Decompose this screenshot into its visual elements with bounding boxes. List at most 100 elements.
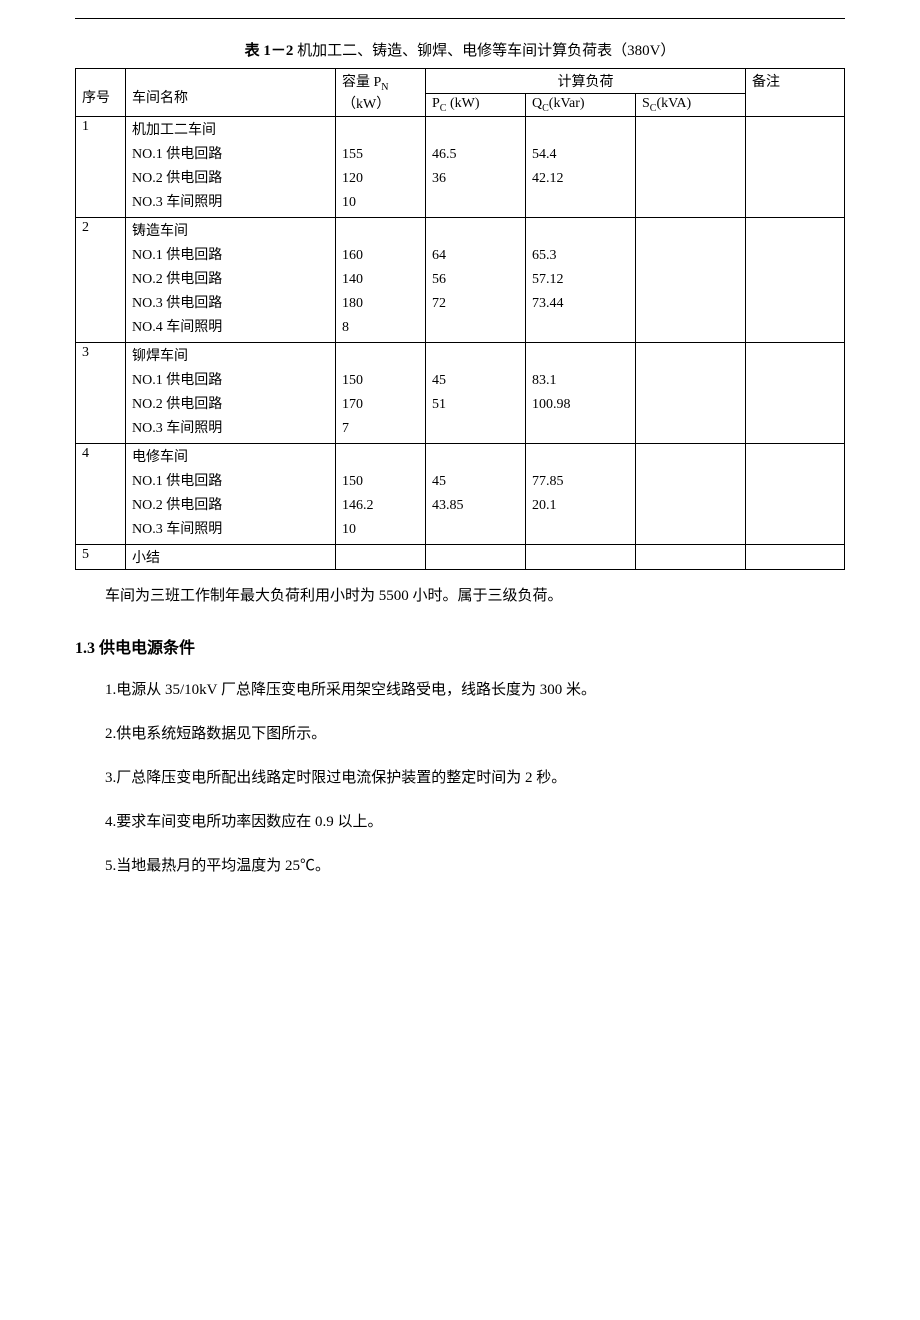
qc-value: 57.12 bbox=[532, 268, 629, 292]
pc-value: 43.85 bbox=[432, 494, 519, 518]
circuit-name: NO.1 供电回路 bbox=[132, 369, 329, 393]
qc-value: 54.4 bbox=[532, 143, 629, 167]
section-heading: 1.3 供电电源条件 bbox=[75, 634, 845, 658]
circuit-name: NO.3 车间照明 bbox=[132, 191, 329, 215]
cell-pn: 155 120 10 bbox=[336, 116, 426, 217]
pn-value: 150 bbox=[342, 470, 419, 494]
circuit-name: NO.1 供电回路 bbox=[132, 470, 329, 494]
pn-value: 8 bbox=[342, 316, 419, 340]
caption-prefix: 表 1－2 bbox=[245, 43, 294, 59]
th-seq-label: 序号 bbox=[82, 91, 110, 106]
pc-value: 36 bbox=[432, 167, 519, 191]
pn-value: 7 bbox=[342, 417, 419, 441]
cell-pc: 64 56 72 bbox=[426, 217, 526, 342]
cell-seq: 5 bbox=[76, 544, 126, 569]
caption-text: 机加工二、铸造、铆焊、电修等车间计算负荷表（380V） bbox=[293, 43, 675, 59]
load-table: 序号 车间名称 容量 PN （kW） 计算负荷 备注 PC (kW) QC(kV… bbox=[75, 68, 845, 570]
pc-value: 51 bbox=[432, 393, 519, 417]
cell-note bbox=[746, 217, 845, 342]
pn-value: 180 bbox=[342, 292, 419, 316]
cell-name: 铸造车间 NO.1 供电回路 NO.2 供电回路 NO.3 供电回路 NO.4 … bbox=[126, 217, 336, 342]
pn-value: 170 bbox=[342, 393, 419, 417]
table-row: 1 机加工二车间 NO.1 供电回路 NO.2 供电回路 NO.3 车间照明 1… bbox=[76, 116, 845, 217]
qc-value: 83.1 bbox=[532, 369, 629, 393]
qc-value: 20.1 bbox=[532, 494, 629, 518]
pc-value: 72 bbox=[432, 292, 519, 316]
th-note: 备注 bbox=[746, 69, 845, 117]
cell-pn: 150 170 7 bbox=[336, 342, 426, 443]
pn-value: 160 bbox=[342, 244, 419, 268]
th-pn-line1: 容量 P bbox=[342, 75, 381, 90]
table-row: 3 铆焊车间 NO.1 供电回路 NO.2 供电回路 NO.3 车间照明 150… bbox=[76, 342, 845, 443]
pn-value: 146.2 bbox=[342, 494, 419, 518]
page-content: 表 1－2 机加工二、铸造、铆焊、电修等车间计算负荷表（380V） 序号 车间名… bbox=[75, 39, 845, 878]
circuit-name: NO.4 车间照明 bbox=[132, 316, 329, 340]
list-item: 1.电源从 35/10kV 厂总降压变电所采用架空线路受电，线路长度为 300 … bbox=[105, 678, 845, 702]
th-pn-line2: （kW） bbox=[342, 97, 390, 112]
cell-name: 小结 bbox=[126, 544, 336, 569]
cell-qc: 54.4 42.12 bbox=[526, 116, 636, 217]
cell-qc bbox=[526, 544, 636, 569]
pn-value: 120 bbox=[342, 167, 419, 191]
cell-pn: 160 140 180 8 bbox=[336, 217, 426, 342]
qc-value: 100.98 bbox=[532, 393, 629, 417]
cell-note bbox=[746, 116, 845, 217]
pc-value: 64 bbox=[432, 244, 519, 268]
cell-qc: 77.85 20.1 bbox=[526, 443, 636, 544]
list-item: 3.厂总降压变电所配出线路定时限过电流保护装置的整定时间为 2 秒。 bbox=[105, 766, 845, 790]
circuit-name: NO.2 供电回路 bbox=[132, 393, 329, 417]
cell-name: 机加工二车间 NO.1 供电回路 NO.2 供电回路 NO.3 车间照明 bbox=[126, 116, 336, 217]
table-caption: 表 1－2 机加工二、铸造、铆焊、电修等车间计算负荷表（380V） bbox=[75, 39, 845, 60]
circuit-name: NO.3 供电回路 bbox=[132, 292, 329, 316]
cell-seq: 1 bbox=[76, 116, 126, 217]
cell-pc: 46.5 36 bbox=[426, 116, 526, 217]
cell-sc bbox=[636, 342, 746, 443]
circuit-name: NO.1 供电回路 bbox=[132, 143, 329, 167]
cell-name: 电修车间 NO.1 供电回路 NO.2 供电回路 NO.3 车间照明 bbox=[126, 443, 336, 544]
circuit-name: NO.2 供电回路 bbox=[132, 268, 329, 292]
circuit-name: NO.3 车间照明 bbox=[132, 417, 329, 441]
cell-note bbox=[746, 342, 845, 443]
circuit-name: NO.2 供电回路 bbox=[132, 167, 329, 191]
cell-sc bbox=[636, 544, 746, 569]
table-row: 4 电修车间 NO.1 供电回路 NO.2 供电回路 NO.3 车间照明 150… bbox=[76, 443, 845, 544]
circuit-name: NO.2 供电回路 bbox=[132, 494, 329, 518]
th-seq: 序号 bbox=[76, 69, 126, 117]
table-row: 5 小结 bbox=[76, 544, 845, 569]
cell-seq: 3 bbox=[76, 342, 126, 443]
pn-value: 155 bbox=[342, 143, 419, 167]
th-calc-load: 计算负荷 bbox=[426, 69, 746, 94]
th-pc: PC (kW) bbox=[426, 94, 526, 117]
circuit-name: NO.3 车间照明 bbox=[132, 518, 329, 542]
th-name: 车间名称 bbox=[126, 69, 336, 117]
cell-pn bbox=[336, 544, 426, 569]
cell-qc: 65.3 57.12 73.44 bbox=[526, 217, 636, 342]
cell-seq: 4 bbox=[76, 443, 126, 544]
cell-note bbox=[746, 443, 845, 544]
pn-value: 140 bbox=[342, 268, 419, 292]
pc-value: 56 bbox=[432, 268, 519, 292]
page-top-rule bbox=[75, 18, 845, 19]
pn-value: 10 bbox=[342, 518, 419, 542]
pn-value: 10 bbox=[342, 191, 419, 215]
after-table-note: 车间为三班工作制年最大负荷利用小时为 5500 小时。属于三级负荷。 bbox=[105, 584, 845, 608]
list-item: 5.当地最热月的平均温度为 25℃。 bbox=[105, 854, 845, 878]
cell-qc: 83.1 100.98 bbox=[526, 342, 636, 443]
cell-note bbox=[746, 544, 845, 569]
th-pn-sub: N bbox=[381, 82, 388, 93]
cell-seq: 2 bbox=[76, 217, 126, 342]
th-name-label: 车间名称 bbox=[132, 91, 188, 106]
group-title: 铆焊车间 bbox=[132, 345, 329, 369]
cell-sc bbox=[636, 217, 746, 342]
th-sc: SC(kVA) bbox=[636, 94, 746, 117]
cell-pc: 45 43.85 bbox=[426, 443, 526, 544]
qc-value: 73.44 bbox=[532, 292, 629, 316]
group-title: 铸造车间 bbox=[132, 220, 329, 244]
group-title: 电修车间 bbox=[132, 446, 329, 470]
header-row-1: 序号 车间名称 容量 PN （kW） 计算负荷 备注 bbox=[76, 69, 845, 94]
qc-value: 42.12 bbox=[532, 167, 629, 191]
th-qc: QC(kVar) bbox=[526, 94, 636, 117]
pn-value: 150 bbox=[342, 369, 419, 393]
qc-value: 77.85 bbox=[532, 470, 629, 494]
qc-value: 65.3 bbox=[532, 244, 629, 268]
